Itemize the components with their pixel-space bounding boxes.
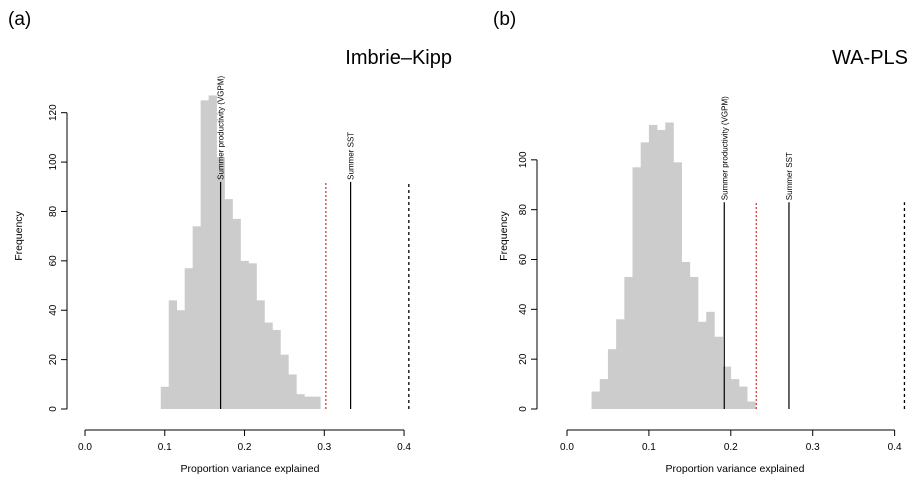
histogram-bar: [240, 260, 249, 409]
histogram-bar: [248, 263, 257, 409]
histogram-bar: [160, 386, 170, 409]
x-axis-title: Proportion variance explained: [181, 463, 320, 475]
y-tick-label: 100: [518, 151, 529, 168]
histogram-bar: [280, 354, 289, 409]
y-tick-label: 80: [48, 205, 59, 217]
histogram-bar: [208, 95, 217, 409]
histogram-bar: [599, 379, 609, 409]
reference-line-label: Summer productivity (VGPM): [217, 75, 226, 179]
y-tick-label: 80: [518, 204, 529, 216]
panel-a: Summer productivity (VGPM) Summer SST 0 20 4…: [8, 9, 452, 475]
x-tick-label: 0.2: [238, 442, 252, 453]
panel-label: (b): [493, 9, 516, 30]
histogram-bar: [632, 167, 642, 409]
histogram-bar: [296, 394, 305, 409]
y-tick-label: 60: [48, 255, 59, 267]
histogram-bar: [739, 386, 748, 409]
chart-title: Imbrie–Kipp: [345, 47, 452, 69]
reference-line-label: Summer productivity (VGPM): [720, 96, 729, 200]
panel-label: (a): [8, 9, 31, 30]
x-tick-label: 0.4: [397, 442, 411, 453]
histogram-bar: [747, 401, 756, 409]
y-tick-label: 100: [48, 153, 59, 170]
histogram-bar: [616, 319, 625, 409]
x-axis-title: Proportion variance explained: [666, 463, 805, 475]
histogram-bar: [640, 142, 650, 409]
chart-title: WA-PLS: [832, 47, 908, 69]
histogram-bar: [272, 329, 281, 409]
y-tick-label: 20: [518, 353, 529, 365]
x-tick-label: 0.3: [317, 442, 331, 453]
histogram-bar: [176, 310, 186, 409]
histogram-bar: [665, 122, 674, 410]
histogram-bar: [184, 268, 193, 409]
reference-line-label: Summer SST: [785, 152, 794, 200]
y-tick-label: 20: [48, 354, 59, 366]
histogram-bar: [200, 100, 209, 409]
x-tick-label: 0.2: [724, 442, 738, 453]
x-tick-label: 0.1: [642, 442, 656, 453]
histogram-bar: [288, 374, 297, 409]
histogram-bar: [312, 396, 321, 409]
x-tick-label: 0.1: [158, 442, 172, 453]
histogram-bar: [722, 366, 732, 409]
y-tick-label: 120: [48, 104, 59, 121]
panel-b: Summer productivity (VGPM) Summer SST 0 20 4…: [493, 9, 908, 475]
histogram-bar: [192, 226, 201, 409]
histogram-bar: [232, 218, 241, 409]
x-tick-label: 0.4: [888, 442, 902, 453]
reference-line-label: Summer SST: [347, 132, 356, 180]
histogram-bar: [624, 276, 633, 409]
histogram-bar: [689, 276, 699, 409]
y-tick-label: 40: [48, 304, 59, 316]
histogram-bar: [730, 379, 740, 409]
histogram-bar: [607, 349, 617, 409]
histogram-bar: [256, 300, 265, 409]
x-tick-label: 0.0: [560, 442, 574, 453]
histogram-bar: [714, 336, 723, 409]
y-tick-label: 40: [518, 303, 529, 315]
y-axis-title: Frequency: [13, 210, 25, 260]
histogram-bar: [706, 311, 715, 409]
histogram-bar: [698, 321, 707, 409]
y-axis-title: Frequency: [498, 210, 510, 260]
histogram-bar: [648, 124, 658, 409]
histogram-bar: [264, 322, 273, 409]
histogram-bar: [304, 396, 313, 409]
histogram-bar: [681, 261, 691, 409]
histogram-bar: [657, 129, 666, 409]
histogram-bar: [673, 162, 682, 409]
histogram-bar: [168, 300, 178, 409]
y-tick-label: 0: [48, 406, 59, 412]
histogram-bar: [224, 199, 233, 409]
y-tick-label: 60: [518, 254, 529, 266]
x-tick-label: 0.0: [78, 442, 92, 453]
histogram-bar: [591, 391, 601, 409]
x-tick-label: 0.3: [806, 442, 820, 453]
y-tick-label: 0: [518, 406, 529, 412]
